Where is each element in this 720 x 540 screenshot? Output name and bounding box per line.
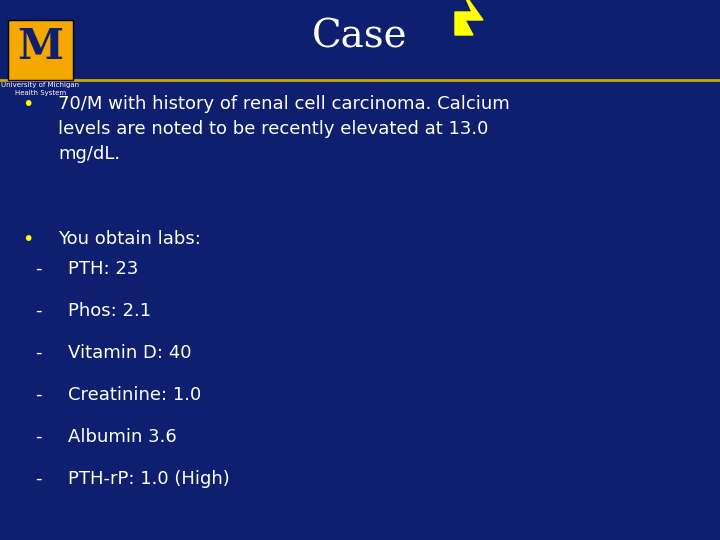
Text: You obtain labs:: You obtain labs:	[58, 230, 201, 248]
Text: Case: Case	[312, 18, 408, 56]
Text: University of Michigan
Health System: University of Michigan Health System	[1, 82, 80, 96]
Text: -: -	[35, 302, 41, 320]
Text: PTH: 23: PTH: 23	[68, 260, 138, 278]
Text: Vitamin D: 40: Vitamin D: 40	[68, 344, 192, 362]
Text: -: -	[35, 344, 41, 362]
FancyBboxPatch shape	[8, 20, 73, 80]
Text: M: M	[17, 26, 63, 68]
Text: •: •	[22, 95, 34, 114]
Text: •: •	[22, 230, 34, 249]
Text: -: -	[35, 470, 41, 488]
Text: -: -	[35, 428, 41, 446]
Polygon shape	[455, 0, 483, 35]
Text: -: -	[35, 260, 41, 278]
Text: 70/M with history of renal cell carcinoma. Calcium
levels are noted to be recent: 70/M with history of renal cell carcinom…	[58, 95, 510, 163]
Text: PTH-rP: 1.0 (High): PTH-rP: 1.0 (High)	[68, 470, 230, 488]
Text: Phos: 2.1: Phos: 2.1	[68, 302, 151, 320]
Text: Creatinine: 1.0: Creatinine: 1.0	[68, 386, 202, 404]
Text: -: -	[35, 386, 41, 404]
Text: Albumin 3.6: Albumin 3.6	[68, 428, 176, 446]
